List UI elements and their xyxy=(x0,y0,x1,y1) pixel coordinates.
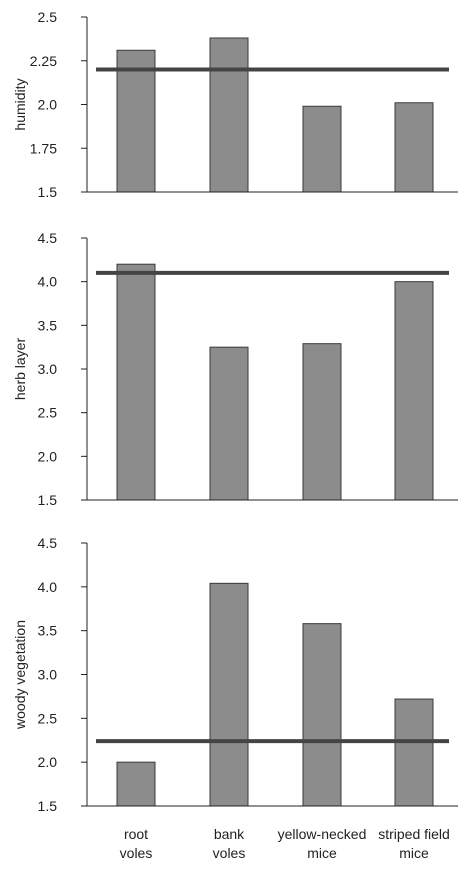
y-tick-label-2-6: 4.0 xyxy=(38,274,58,290)
y-tick-label-2-7: 4.5 xyxy=(38,230,58,246)
x-category-label-4-line-2: mice xyxy=(399,845,429,861)
chart-panel-3: 1.5 2.0 2.5 3.0 3.5 4.0 4.5 woody vegetation xyxy=(12,535,458,814)
x-category-label-1-line-2: voles xyxy=(120,845,153,861)
bar-2-1 xyxy=(116,263,156,501)
y-axis-label-2: herb layer xyxy=(12,338,28,401)
y-axis-label-3: woody vegetation xyxy=(12,620,28,730)
bar-2-3 xyxy=(302,343,342,501)
y-tick-label-2-3: 2.5 xyxy=(38,405,58,421)
x-category-label-2-line-2: voles xyxy=(213,845,246,861)
x-category-label-3-line-2: mice xyxy=(307,845,337,861)
y-tick-label-1-5: 2.5 xyxy=(38,9,58,25)
x-category-labels: root voles bank voles yellow-necked mice strip… xyxy=(120,826,450,861)
y-tick-label-3-1: 1.5 xyxy=(38,798,58,814)
chart-panel-1: 1.5 1.75 2.0 2.25 2.5 humidity xyxy=(12,9,458,200)
bar-1-2 xyxy=(209,37,249,193)
bar-1-3 xyxy=(302,105,342,193)
x-category-label-2-line-1: bank xyxy=(214,826,245,842)
y-tick-label-3-5: 3.5 xyxy=(38,623,58,639)
bar-3-4 xyxy=(394,698,434,807)
bar-3-2 xyxy=(209,582,249,807)
y-axis-label-1: humidity xyxy=(12,78,28,130)
y-tick-label-1-3: 2.0 xyxy=(38,97,58,113)
y-tick-label-2-2: 2.0 xyxy=(38,448,58,464)
x-category-label-3-line-1: yellow-necked xyxy=(278,826,367,842)
y-tick-label-3-4: 3.0 xyxy=(38,667,58,683)
bar-2-2 xyxy=(209,346,249,501)
y-tick-label-2-5: 3.5 xyxy=(38,317,58,333)
bar-2-4 xyxy=(394,281,434,501)
y-tick-label-3-3: 2.5 xyxy=(38,710,58,726)
y-tick-label-1-4: 2.25 xyxy=(30,53,57,69)
y-tick-label-2-1: 1.5 xyxy=(38,492,58,508)
bar-1-4 xyxy=(394,102,434,193)
y-tick-label-3-2: 2.0 xyxy=(38,754,58,770)
y-tick-label-1-1: 1.5 xyxy=(38,184,58,200)
chart-panel-2: 1.5 2.0 2.5 3.0 3.5 4.0 4.5 herb layer xyxy=(12,230,458,508)
bar-3-1 xyxy=(116,761,156,807)
x-category-label-1-line-1: root xyxy=(124,826,148,842)
bar-1-1 xyxy=(116,49,156,193)
y-tick-label-3-7: 4.5 xyxy=(38,535,58,551)
y-tick-label-2-4: 3.0 xyxy=(38,361,58,377)
x-category-label-4-line-1: striped field xyxy=(378,826,450,842)
bar-3-3 xyxy=(302,623,342,807)
y-tick-label-3-6: 4.0 xyxy=(38,579,58,595)
y-tick-label-1-2: 1.75 xyxy=(30,140,57,156)
